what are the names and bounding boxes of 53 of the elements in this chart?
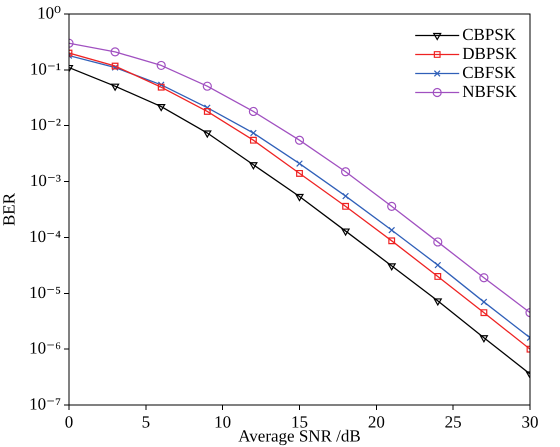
point — [296, 170, 303, 177]
y-tick-label: 10⁻⁶ — [29, 338, 62, 358]
x-tick-label: 10 — [214, 412, 232, 432]
point — [250, 130, 257, 136]
point — [248, 106, 258, 116]
point — [342, 202, 350, 210]
point — [480, 309, 488, 316]
point — [158, 81, 165, 88]
point — [250, 136, 257, 144]
point — [249, 162, 258, 170]
point — [480, 298, 488, 306]
legend-label: CBFSK — [462, 62, 517, 82]
y-tick-label: 10⁻³ — [30, 171, 61, 190]
point — [111, 84, 120, 91]
point — [341, 167, 350, 176]
point — [203, 130, 212, 138]
point — [110, 47, 120, 56]
y-tick-label: 10⁰ — [37, 3, 62, 22]
point — [480, 335, 488, 342]
point — [295, 194, 304, 202]
point — [388, 263, 396, 270]
point — [158, 84, 165, 91]
x-tick-label: 5 — [142, 412, 150, 432]
legend-label: NBFSK — [462, 82, 518, 101]
point — [294, 136, 304, 145]
point — [157, 104, 166, 112]
point — [202, 82, 212, 91]
point — [433, 237, 442, 247]
point — [434, 262, 442, 268]
point — [342, 228, 350, 236]
point — [479, 273, 488, 282]
point — [387, 202, 396, 211]
point — [388, 237, 396, 244]
point — [388, 226, 396, 234]
x-tick-label: 0 — [64, 412, 74, 432]
point — [296, 160, 303, 167]
y-tick-label: 10⁻¹ — [30, 59, 61, 78]
point — [434, 298, 442, 306]
y-axis-title: BER — [0, 192, 19, 226]
y-tick-label: 10⁻² — [30, 115, 61, 134]
point — [204, 104, 211, 112]
point — [434, 273, 442, 280]
point — [156, 60, 166, 70]
y-tick-label: 10⁻⁴ — [29, 226, 62, 246]
legend-label: CBPSK — [462, 24, 517, 44]
point — [204, 108, 211, 115]
point — [342, 192, 350, 200]
legend-label: DBPSK — [462, 44, 518, 63]
y-tick-label: 10⁻⁷ — [29, 394, 62, 414]
y-tick-label: 10⁻⁵ — [29, 282, 62, 302]
x-tick-label: 20 — [368, 412, 385, 432]
x-tick-label: 25 — [444, 412, 462, 432]
x-tick-label: 30 — [522, 412, 538, 432]
